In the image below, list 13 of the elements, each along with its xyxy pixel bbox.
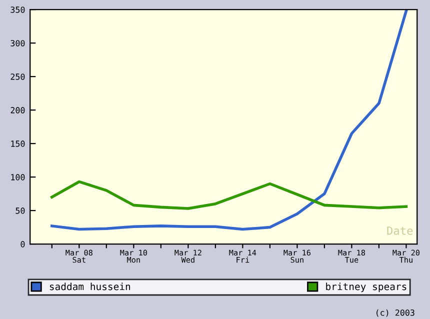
y-tick-label: 300 <box>10 40 25 46</box>
line-series <box>50 180 408 210</box>
y-tick-label: 0 <box>20 241 25 248</box>
legend-label: britney spears <box>326 282 406 292</box>
y-tick-label: 200 <box>10 107 25 114</box>
y-tick-label: 50 <box>16 208 25 214</box>
y-tick-label: 350 <box>10 6 25 13</box>
y-tick-label: 250 <box>10 74 25 80</box>
y-tick-label: 100 <box>11 174 25 180</box>
text: (c) 2003 <box>376 309 414 317</box>
legend-label: saddam hussein <box>50 282 130 290</box>
x-axis-title: Date <box>387 226 413 235</box>
y-tick-label: 150 <box>11 140 25 147</box>
